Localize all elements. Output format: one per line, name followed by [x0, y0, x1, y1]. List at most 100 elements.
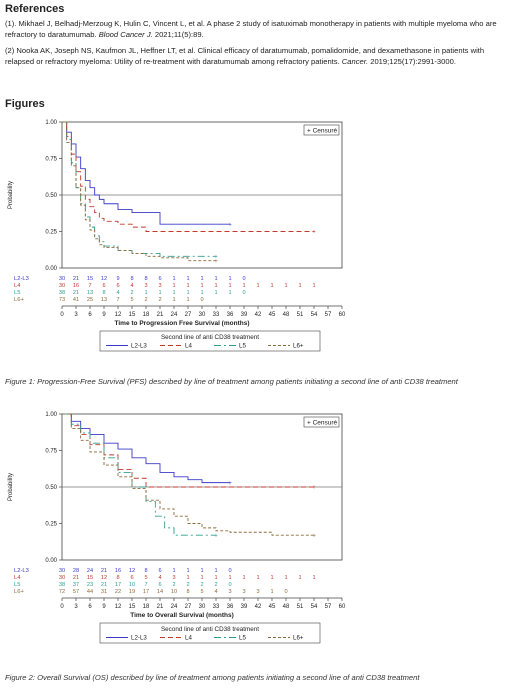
risk-number: 3	[158, 283, 161, 289]
y-tick-label: 0.25	[45, 522, 57, 528]
risk-number: 1	[200, 290, 203, 296]
risk-number: 3	[144, 283, 147, 289]
x-tick-label: 21	[157, 604, 164, 610]
x-tick-label: 0	[60, 604, 64, 610]
x-tick-label: 15	[129, 312, 136, 318]
x-tick-label: 57	[325, 312, 332, 318]
risk-number: 1	[172, 290, 175, 296]
legend-entry: L2-L3	[131, 635, 147, 642]
censor-mark: +	[228, 481, 232, 487]
risk-number: 1	[284, 575, 287, 581]
risk-number: 0	[228, 568, 231, 574]
risk-number: 1	[228, 575, 231, 581]
risk-number: 1	[242, 575, 245, 581]
x-tick-label: 51	[297, 312, 304, 318]
risk-number: 13	[87, 290, 93, 296]
x-tick-label: 33	[213, 312, 220, 318]
risk-row-label: L5	[14, 290, 20, 296]
risk-number: 12	[101, 276, 107, 282]
y-tick-label: 0.50	[45, 485, 57, 491]
risk-number: 1	[312, 575, 315, 581]
figures-heading: Figures	[5, 98, 45, 110]
risk-number: 8	[116, 575, 119, 581]
x-tick-label: 42	[255, 604, 262, 610]
risk-number: 1	[214, 575, 217, 581]
censure-box	[303, 124, 340, 136]
risk-number: 1	[270, 575, 273, 581]
risk-number: 8	[186, 589, 189, 595]
risk-number: 2	[186, 582, 189, 588]
x-tick-label: 45	[269, 312, 276, 318]
references-heading: References	[5, 3, 65, 15]
risk-number: 7	[88, 283, 91, 289]
legend-title: Second line of anti CD38 treatment	[161, 334, 259, 341]
x-tick-label: 3	[74, 604, 78, 610]
risk-number: 3	[242, 589, 245, 595]
risk-number: 2	[214, 582, 217, 588]
risk-number: 1	[284, 283, 287, 289]
series-line-l2-l3	[62, 413, 230, 484]
figure-1-caption: Figure 1: Progression-Free Survival (PFS…	[5, 377, 458, 386]
x-tick-label: 21	[157, 312, 164, 318]
risk-number: 4	[214, 589, 217, 595]
risk-number: 1	[144, 290, 147, 296]
x-tick-label: 36	[227, 312, 234, 318]
risk-number: 6	[102, 283, 105, 289]
y-tick-label: 1.00	[45, 412, 57, 418]
risk-number: 1	[228, 276, 231, 282]
censor-mark: +	[312, 485, 316, 491]
risk-number: 1	[172, 568, 175, 574]
risk-number: 30	[59, 575, 65, 581]
legend-entry: L4	[185, 343, 192, 350]
x-tick-label: 0	[60, 312, 64, 318]
risk-number: 2	[200, 582, 203, 588]
risk-number: 1	[172, 297, 175, 303]
risk-number: 1	[270, 283, 273, 289]
series-line-l2-l3	[62, 121, 230, 225]
risk-number: 14	[157, 589, 163, 595]
risk-number: 16	[73, 283, 79, 289]
risk-number: 4	[116, 290, 119, 296]
risk-number: 15	[87, 575, 93, 581]
risk-number: 1	[186, 290, 189, 296]
risk-number: 0	[242, 276, 245, 282]
legend-box	[99, 622, 321, 644]
risk-number: 5	[130, 297, 133, 303]
reference-2: (2) Nooka AK, Joseph NS, Kaufmon JL, Hef…	[5, 46, 485, 66]
risk-number: 17	[143, 589, 149, 595]
risk-row-label: L4	[14, 575, 21, 581]
risk-number: 8	[144, 568, 147, 574]
legend-entry: L4	[185, 635, 192, 642]
x-tick-label: 51	[297, 604, 304, 610]
series-line-l4	[62, 121, 314, 232]
risk-number: 10	[129, 582, 135, 588]
censor-mark: +	[312, 533, 316, 539]
x-tick-label: 30	[199, 604, 206, 610]
x-tick-label: 54	[311, 604, 318, 610]
risk-number: 1	[214, 276, 217, 282]
risk-number: 8	[102, 290, 105, 296]
x-tick-label: 60	[339, 312, 346, 318]
risk-number: 72	[59, 589, 65, 595]
x-tick-label: 6	[88, 312, 92, 318]
risk-number: 6	[158, 568, 161, 574]
legend-title: Second line of anti CD38 treatment	[161, 626, 259, 633]
risk-number: 0	[242, 290, 245, 296]
risk-number: 1	[256, 283, 259, 289]
risk-number: 38	[59, 290, 65, 296]
risk-number: 0	[284, 589, 287, 595]
legend-entry: L6+	[293, 635, 304, 642]
series-line-l5	[62, 413, 216, 536]
risk-row-label: L2-L3	[14, 276, 29, 282]
risk-number: 22	[115, 589, 121, 595]
risk-number: 12	[101, 575, 107, 581]
risk-number: 5	[144, 575, 147, 581]
risk-number: 21	[73, 290, 79, 296]
x-tick-label: 48	[283, 312, 290, 318]
series-line-l6plus	[62, 413, 314, 536]
risk-number: 1	[214, 290, 217, 296]
censure-box	[303, 416, 340, 428]
risk-number: 21	[73, 575, 79, 581]
risk-number: 21	[101, 568, 107, 574]
risk-number: 44	[87, 589, 93, 595]
